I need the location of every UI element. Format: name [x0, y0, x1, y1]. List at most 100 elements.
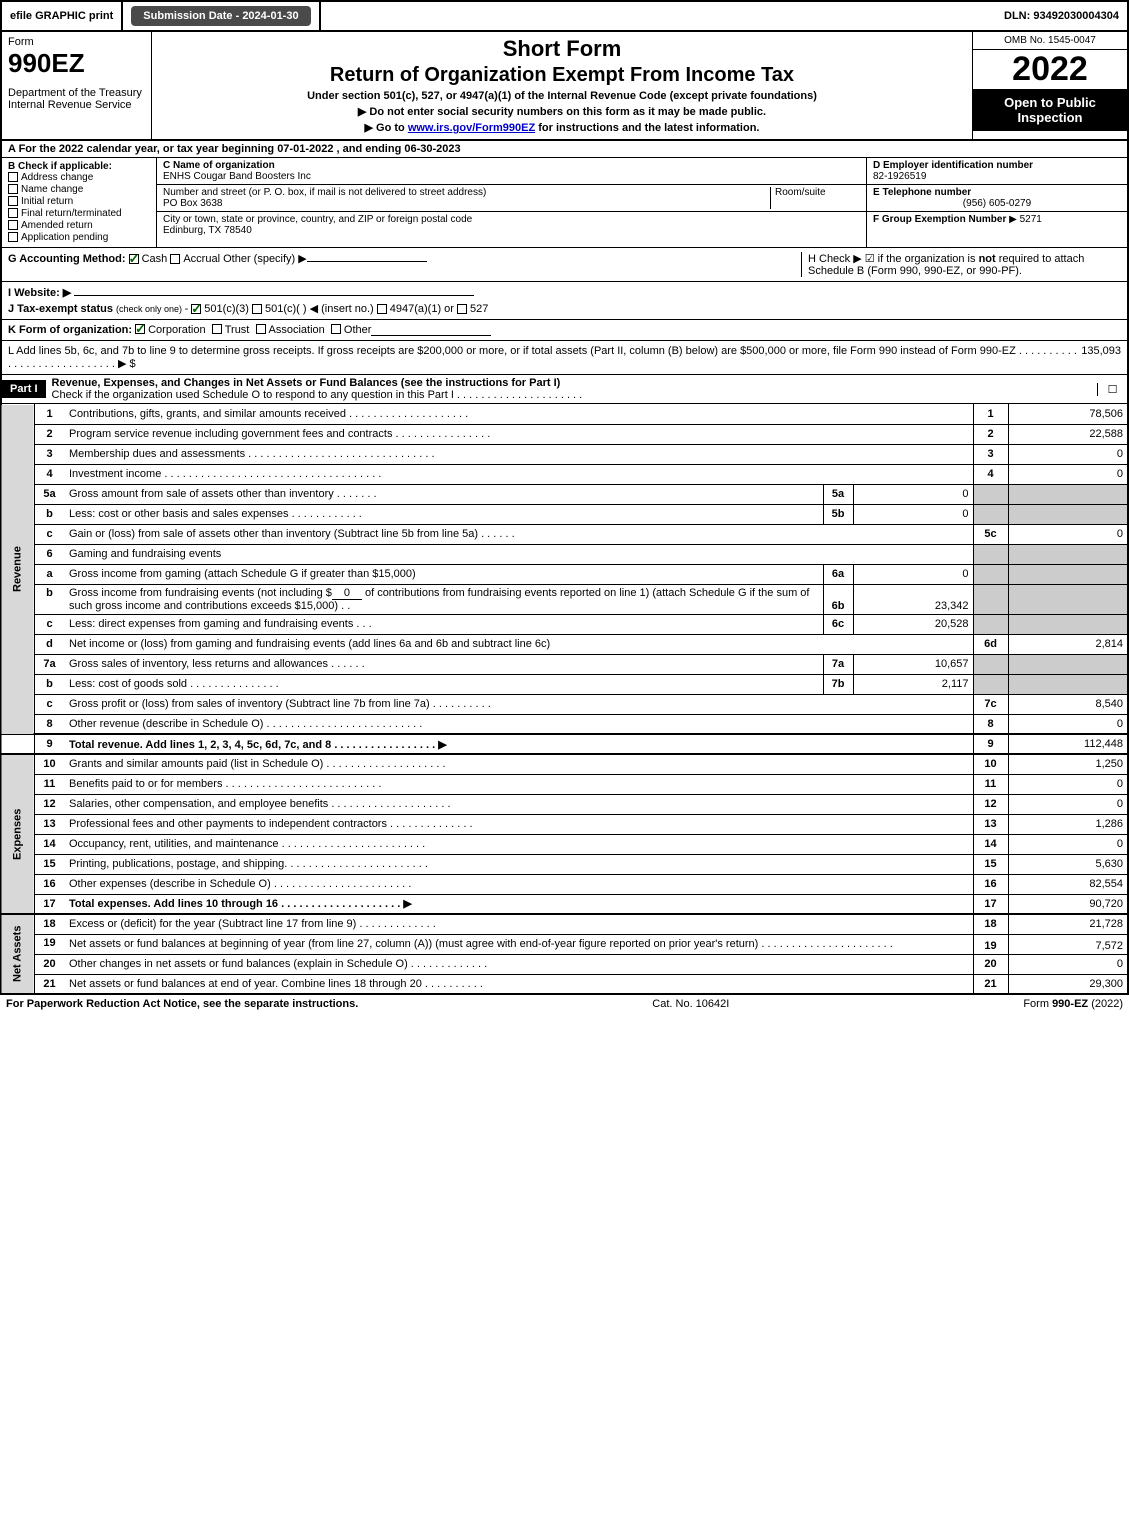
d-ein-value: 82-1926519	[873, 171, 926, 182]
row-k: K Form of organization: Corporation Trus…	[0, 320, 1129, 341]
chk-other-org[interactable]	[331, 324, 341, 334]
chk-name-change[interactable]: Name change	[8, 184, 150, 195]
i-website-label: I Website: ▶	[8, 287, 71, 299]
row-bcdef: B Check if applicable: Address change Na…	[0, 158, 1129, 248]
line-12-desc: Salaries, other compensation, and employ…	[65, 794, 974, 814]
note-goto-post: for instructions and the latest informat…	[535, 122, 759, 134]
chk-application-pending[interactable]: Application pending	[8, 232, 150, 243]
line-11-desc: Benefits paid to or for members . . . . …	[65, 774, 974, 794]
chk-address-change[interactable]: Address change	[8, 172, 150, 183]
line-7a-val: 10,657	[853, 654, 973, 674]
footer-catno: Cat. No. 10642I	[358, 998, 1023, 1010]
row-ij: I Website: ▶ J Tax-exempt status (check …	[0, 282, 1129, 320]
chk-527[interactable]	[457, 304, 467, 314]
line-10-desc: Grants and similar amounts paid (list in…	[65, 754, 974, 774]
box-def: D Employer identification number 82-1926…	[867, 158, 1127, 247]
line-6a-val: 0	[853, 564, 973, 584]
irs-link[interactable]: www.irs.gov/Form990EZ	[408, 122, 535, 134]
line-15-desc: Printing, publications, postage, and shi…	[65, 854, 974, 874]
line-6a-desc: Gross income from gaming (attach Schedul…	[65, 564, 824, 584]
line-6b-desc: Gross income from fundraising events (no…	[65, 584, 824, 614]
line-11-val: 0	[1008, 774, 1128, 794]
title-short-form: Short Form	[158, 36, 966, 62]
footer-left: For Paperwork Reduction Act Notice, see …	[6, 998, 358, 1010]
other-org-input[interactable]	[371, 324, 491, 336]
line-7a-desc: Gross sales of inventory, less returns a…	[65, 654, 824, 674]
form-number: 990EZ	[8, 48, 145, 79]
line-1-no: 1	[35, 404, 65, 424]
line-9-desc: Total revenue. Add lines 1, 2, 3, 4, 5c,…	[65, 734, 974, 754]
line-19-val: 7,572	[1008, 934, 1128, 954]
f-group-label: F Group Exemption Number	[873, 214, 1006, 225]
line-5a-val: 0	[853, 484, 973, 504]
org-street: PO Box 3638	[163, 198, 222, 209]
chk-accrual[interactable]	[170, 254, 180, 264]
chk-amended-return[interactable]: Amended return	[8, 220, 150, 231]
line-2-desc: Program service revenue including govern…	[65, 424, 974, 444]
chk-corporation[interactable]	[135, 324, 145, 334]
line-2-val: 22,588	[1008, 424, 1128, 444]
part-i-checkline: Check if the organization used Schedule …	[52, 389, 583, 401]
line-5c-val: 0	[1008, 524, 1128, 544]
part-i-checkbox[interactable]: ☐	[1097, 383, 1127, 396]
line-7c-val: 8,540	[1008, 694, 1128, 714]
line-12-val: 0	[1008, 794, 1128, 814]
line-20-desc: Other changes in net assets or fund bala…	[65, 954, 974, 974]
l-text: L Add lines 5b, 6c, and 7b to line 9 to …	[8, 345, 1081, 370]
h-text: H Check ▶ ☑ if the organization is	[808, 253, 979, 265]
dept-label: Department of the Treasury Internal Reve…	[8, 87, 145, 111]
line-16-val: 82,554	[1008, 874, 1128, 894]
line-16-desc: Other expenses (describe in Schedule O) …	[65, 874, 974, 894]
line-5a-desc: Gross amount from sale of assets other t…	[65, 484, 824, 504]
line-6b-val: 23,342	[853, 584, 973, 614]
line-7c-desc: Gross profit or (loss) from sales of inv…	[65, 694, 974, 714]
line-4-desc: Investment income . . . . . . . . . . . …	[65, 464, 974, 484]
line-14-desc: Occupancy, rent, utilities, and maintena…	[65, 834, 974, 854]
line-21-desc: Net assets or fund balances at end of ye…	[65, 974, 974, 994]
line-1-val: 78,506	[1008, 404, 1128, 424]
submission-date-pill: Submission Date - 2024-01-30	[131, 6, 310, 26]
footer-right: Form 990-EZ (2022)	[1023, 998, 1123, 1010]
line-6d-desc: Net income or (loss) from gaming and fun…	[65, 634, 974, 654]
line-15-val: 5,630	[1008, 854, 1128, 874]
line-18-val: 21,728	[1008, 914, 1128, 934]
title-return: Return of Organization Exempt From Incom…	[158, 64, 966, 87]
chk-initial-return[interactable]: Initial return	[8, 196, 150, 207]
e-phone-label: E Telephone number	[873, 187, 971, 198]
omb-number: OMB No. 1545-0047	[973, 32, 1127, 50]
dln-label: DLN: 93492030004304	[996, 2, 1127, 30]
line-19-desc: Net assets or fund balances at beginning…	[65, 934, 974, 954]
chk-association[interactable]	[256, 324, 266, 334]
note-ssn: ▶ Do not enter social security numbers o…	[158, 105, 966, 118]
part-i-label: Part I	[2, 380, 46, 398]
chk-cash[interactable]	[129, 254, 139, 264]
line-17-val: 90,720	[1008, 894, 1128, 914]
chk-501c[interactable]	[252, 304, 262, 314]
line-17-desc: Total expenses. Add lines 10 through 16 …	[65, 894, 974, 914]
efile-label[interactable]: efile GRAPHIC print	[2, 2, 123, 30]
line-6d-val: 2,814	[1008, 634, 1128, 654]
website-input[interactable]	[74, 295, 474, 296]
netassets-side-label: Net Assets	[1, 914, 35, 994]
e-phone-value: (956) 605-0279	[873, 198, 1121, 209]
box-b: B Check if applicable: Address change Na…	[2, 158, 157, 247]
org-name: ENHS Cougar Band Boosters Inc	[163, 171, 311, 182]
other-specify-input[interactable]	[307, 261, 427, 262]
open-public-box: Open to Public Inspection	[973, 89, 1127, 131]
line-5c-desc: Gain or (loss) from sale of assets other…	[65, 524, 974, 544]
g-label: G Accounting Method:	[8, 253, 126, 265]
form-header: Form 990EZ Department of the Treasury In…	[0, 32, 1129, 141]
row-l: L Add lines 5b, 6c, and 7b to line 9 to …	[0, 341, 1129, 375]
chk-trust[interactable]	[212, 324, 222, 334]
subtitle: Under section 501(c), 527, or 4947(a)(1)…	[158, 90, 966, 102]
chk-4947[interactable]	[377, 304, 387, 314]
c-street-label: Number and street (or P. O. box, if mail…	[163, 187, 486, 198]
line-13-val: 1,286	[1008, 814, 1128, 834]
top-bar: efile GRAPHIC print Submission Date - 20…	[0, 0, 1129, 32]
chk-final-return[interactable]: Final return/terminated	[8, 208, 150, 219]
box-b-title: B Check if applicable:	[8, 161, 150, 172]
chk-501c3[interactable]	[191, 304, 201, 314]
tax-year: 2022	[973, 50, 1127, 89]
d-ein-label: D Employer identification number	[873, 160, 1033, 171]
j-label: J Tax-exempt status	[8, 303, 116, 315]
